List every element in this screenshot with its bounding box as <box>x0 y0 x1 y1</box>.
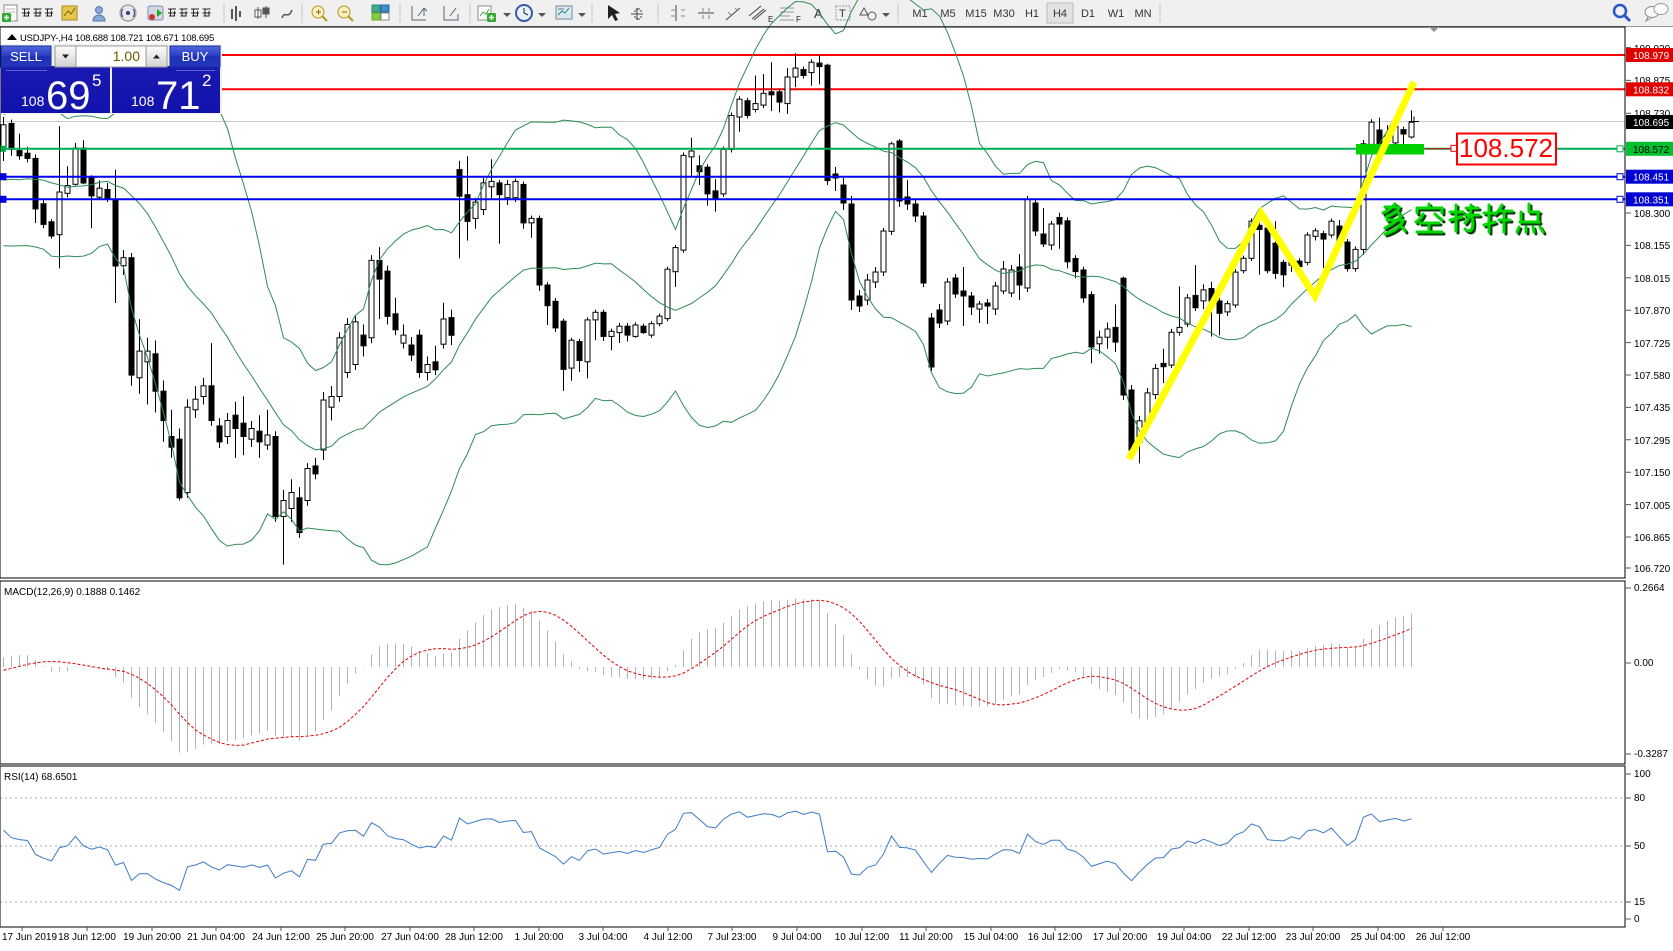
svg-text:D1: D1 <box>1081 8 1095 20</box>
svg-text:108.572: 108.572 <box>1633 145 1670 156</box>
svg-text:M5: M5 <box>940 8 955 20</box>
svg-text:17 Jul 20:00: 17 Jul 20:00 <box>1093 932 1148 943</box>
svg-text:M15: M15 <box>965 8 986 20</box>
svg-text:11 Jul 20:00: 11 Jul 20:00 <box>899 932 953 943</box>
svg-text:SELL: SELL <box>10 49 42 64</box>
svg-text:107.295: 107.295 <box>1634 436 1671 447</box>
svg-text:5: 5 <box>92 71 101 90</box>
svg-text:F: F <box>796 15 801 24</box>
svg-text:22 Jul 12:00: 22 Jul 12:00 <box>1222 932 1277 943</box>
svg-text:0.2664: 0.2664 <box>1634 583 1665 594</box>
svg-text:1.00: 1.00 <box>113 48 140 64</box>
svg-text:108.451: 108.451 <box>1633 173 1670 184</box>
svg-text:71: 71 <box>156 74 201 118</box>
svg-text:2: 2 <box>202 71 211 90</box>
svg-text:25 Jun 20:00: 25 Jun 20:00 <box>316 932 374 943</box>
svg-text:W1: W1 <box>1108 8 1125 20</box>
svg-text:50: 50 <box>1634 841 1646 852</box>
svg-text:9 Jul 04:00: 9 Jul 04:00 <box>773 932 822 943</box>
svg-text:25 Jul 04:00: 25 Jul 04:00 <box>1351 932 1406 943</box>
svg-text:23 Jul 20:00: 23 Jul 20:00 <box>1286 932 1341 943</box>
svg-text:108.300: 108.300 <box>1634 209 1671 220</box>
svg-text:RSI(14) 68.6501: RSI(14) 68.6501 <box>4 772 78 783</box>
svg-text:15: 15 <box>1634 897 1646 908</box>
svg-text:108: 108 <box>131 93 155 109</box>
svg-text:27 Jun 04:00: 27 Jun 04:00 <box>381 932 439 943</box>
svg-text:106.720: 106.720 <box>1634 564 1671 575</box>
svg-text:80: 80 <box>1634 793 1646 804</box>
svg-text:15 Jul 04:00: 15 Jul 04:00 <box>964 932 1019 943</box>
svg-text:BUY: BUY <box>182 49 209 64</box>
svg-text:A: A <box>814 6 823 21</box>
svg-text:1 Jul 20:00: 1 Jul 20:00 <box>515 932 564 943</box>
svg-text:69: 69 <box>46 74 91 118</box>
svg-text:MN: MN <box>1134 8 1151 20</box>
svg-text:E: E <box>768 15 773 24</box>
svg-text:21 Jun 04:00: 21 Jun 04:00 <box>187 932 245 943</box>
svg-text:108: 108 <box>21 93 45 109</box>
svg-text:3 Jul 04:00: 3 Jul 04:00 <box>579 932 628 943</box>
svg-text:107.870: 107.870 <box>1634 306 1671 317</box>
svg-text:0: 0 <box>1634 914 1640 925</box>
svg-text:107.150: 107.150 <box>1634 468 1671 479</box>
svg-text:108.695: 108.695 <box>1633 118 1670 129</box>
svg-text:107.580: 107.580 <box>1634 371 1671 382</box>
svg-text:107.435: 107.435 <box>1634 403 1671 414</box>
svg-text:108.730: 108.730 <box>1634 109 1671 120</box>
svg-text:100: 100 <box>1634 769 1651 780</box>
svg-text:H4: H4 <box>1053 8 1067 20</box>
svg-text:19 Jul 04:00: 19 Jul 04:00 <box>1157 932 1212 943</box>
svg-text:H1: H1 <box>1025 8 1039 20</box>
svg-text:7 Jul 23:00: 7 Jul 23:00 <box>708 932 757 943</box>
svg-text:108.015: 108.015 <box>1634 274 1671 285</box>
svg-text:108.351: 108.351 <box>1633 195 1670 206</box>
svg-text:19 Jun 20:00: 19 Jun 20:00 <box>123 932 181 943</box>
svg-text:26 Jul 12:00: 26 Jul 12:00 <box>1416 932 1471 943</box>
svg-text:16 Jul 12:00: 16 Jul 12:00 <box>1028 932 1083 943</box>
svg-text:-0.3287: -0.3287 <box>1634 749 1668 760</box>
svg-text:28 Jun 12:00: 28 Jun 12:00 <box>445 932 503 943</box>
svg-text:24 Jun 12:00: 24 Jun 12:00 <box>252 932 310 943</box>
svg-text:17 Jun 2019: 17 Jun 2019 <box>2 932 57 943</box>
svg-text:MACD(12,26,9) 0.1888 0.1462: MACD(12,26,9) 0.1888 0.1462 <box>4 587 141 598</box>
svg-text:107.005: 107.005 <box>1634 501 1671 512</box>
svg-text:106.865: 106.865 <box>1634 533 1671 544</box>
svg-text:10 Jul 12:00: 10 Jul 12:00 <box>835 932 890 943</box>
svg-text:4 Jul 12:00: 4 Jul 12:00 <box>644 932 693 943</box>
svg-text:T: T <box>839 8 846 20</box>
svg-text:108.875: 108.875 <box>1634 76 1671 87</box>
svg-text:108.155: 108.155 <box>1634 241 1671 252</box>
svg-text:108.979: 108.979 <box>1633 51 1670 62</box>
svg-text:M1: M1 <box>912 8 927 20</box>
svg-text:M30: M30 <box>993 8 1014 20</box>
svg-text:108.572: 108.572 <box>1459 133 1553 163</box>
svg-text:USDJPY-,H4 108.688 108.721 10: USDJPY-,H4 108.688 108.721 108.671 108.6… <box>20 33 214 44</box>
svg-text:18 Jun 12:00: 18 Jun 12:00 <box>58 932 116 943</box>
svg-text:0.00: 0.00 <box>1634 658 1654 669</box>
svg-text:108.832: 108.832 <box>1633 85 1670 96</box>
svg-text:107.725: 107.725 <box>1634 339 1671 350</box>
